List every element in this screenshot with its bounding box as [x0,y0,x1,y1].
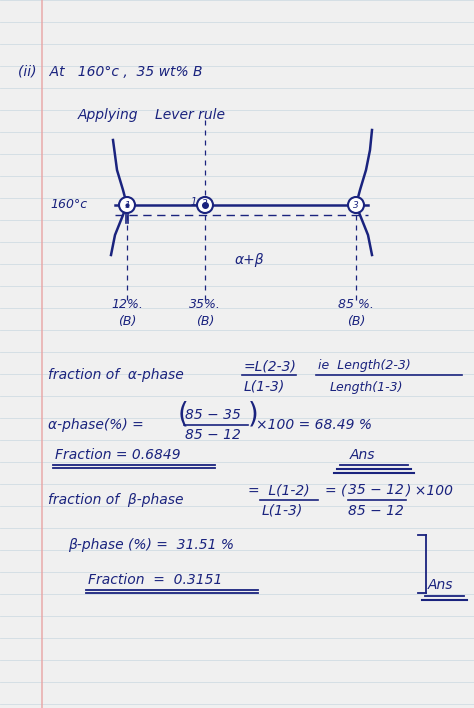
Text: Fraction = 0.6849: Fraction = 0.6849 [55,448,181,462]
Text: (B): (B) [347,314,365,328]
Text: Applying    Lever rule: Applying Lever rule [78,108,226,122]
Text: = (: = ( [325,483,346,497]
Text: 1: 1 [191,197,197,207]
Text: 35 − 12: 35 − 12 [348,483,404,497]
Text: 160°c: 160°c [50,198,87,212]
Text: α-phase(%) =: α-phase(%) = [48,418,144,432]
Text: 35%.: 35%. [189,299,221,312]
Text: L(1-3): L(1-3) [244,380,285,394]
Text: (B): (B) [118,314,136,328]
Text: ): ) [248,401,259,429]
Text: (: ( [178,401,189,429]
Text: fraction of  β-phase: fraction of β-phase [48,493,183,507]
Circle shape [119,197,135,213]
Text: fraction of  α-phase: fraction of α-phase [48,368,184,382]
Text: L(1-3): L(1-3) [262,504,303,518]
Text: ie  Length(2-3): ie Length(2-3) [318,360,411,372]
Text: 85 − 12: 85 − 12 [185,428,241,442]
Text: =  L(1-2): = L(1-2) [248,483,310,497]
Text: β-phase (%) =  31.51 %: β-phase (%) = 31.51 % [68,538,234,552]
Text: 85 − 12: 85 − 12 [348,504,404,518]
Text: Ans: Ans [428,578,454,592]
Text: (B): (B) [196,314,214,328]
Circle shape [197,197,213,213]
Text: 1: 1 [124,200,130,210]
Text: 85 %.: 85 %. [338,299,374,312]
Text: 3: 3 [353,200,359,210]
Text: Ans: Ans [350,448,375,462]
Text: 85 − 35: 85 − 35 [185,408,241,422]
Text: (ii)   At   160°c ,  35 wt% B: (ii) At 160°c , 35 wt% B [18,65,202,79]
Text: 2: 2 [202,200,208,208]
Text: Fraction  =  0.3151: Fraction = 0.3151 [88,573,222,587]
Text: ×100 = 68.49 %: ×100 = 68.49 % [256,418,372,432]
Text: α+β: α+β [235,253,264,267]
Text: 12%.: 12%. [111,299,143,312]
Text: ) ×100: ) ×100 [406,483,454,497]
Circle shape [348,197,364,213]
Text: Length(1-3): Length(1-3) [330,380,403,394]
Text: =L(2-3): =L(2-3) [244,359,297,373]
